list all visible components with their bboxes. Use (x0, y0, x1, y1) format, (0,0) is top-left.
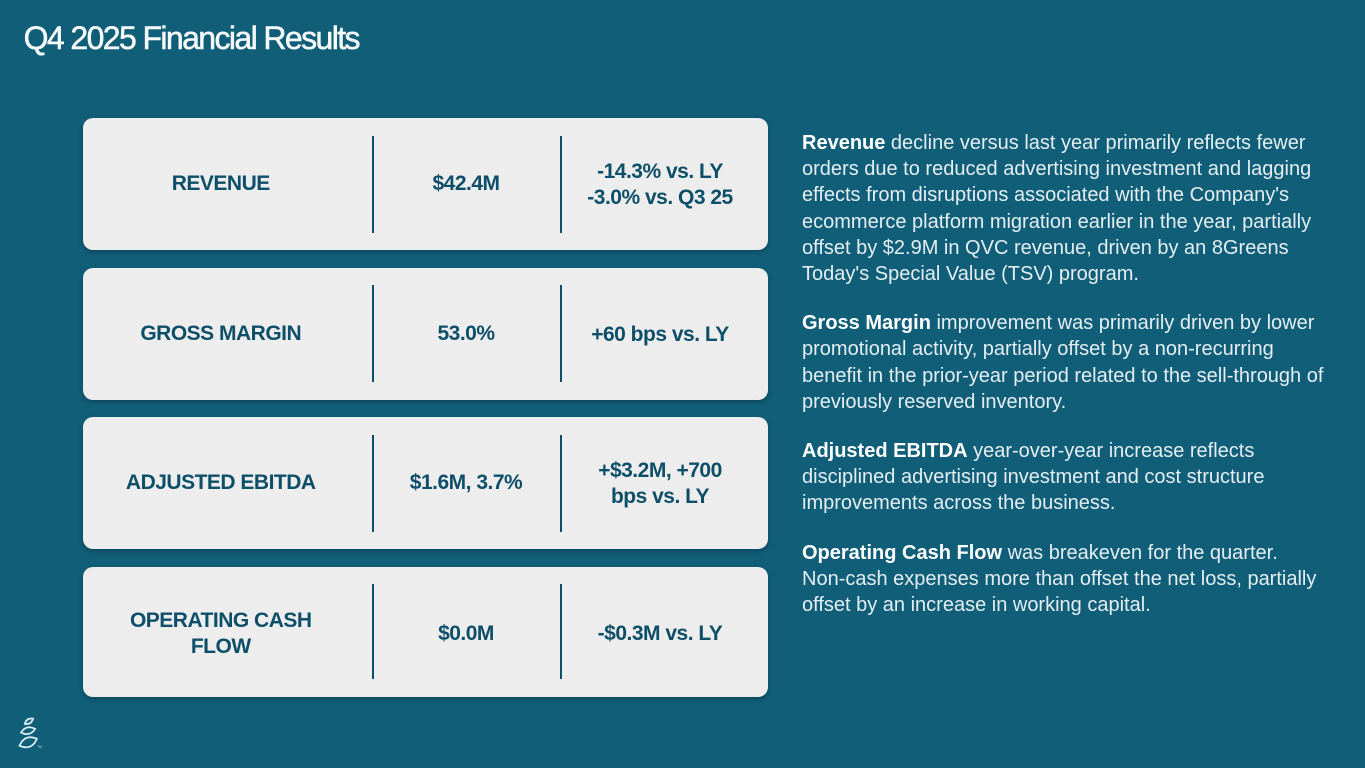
svg-text:TM: TM (37, 745, 42, 749)
